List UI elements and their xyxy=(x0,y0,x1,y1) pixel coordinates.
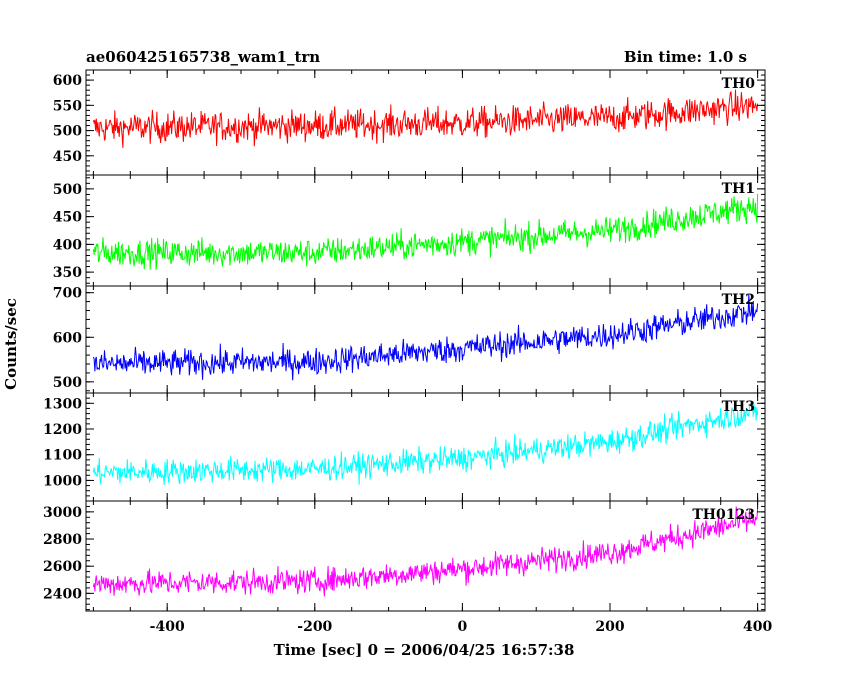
y-tick-label-th0: 550 xyxy=(53,98,82,114)
panel-frame-th0123 xyxy=(85,500,766,612)
x-axis-label: Time [sec] 0 = 2006/04/25 16:57:38 xyxy=(274,641,575,659)
x-tick-label: 0 xyxy=(458,619,468,635)
y-tick-label-th0: 450 xyxy=(53,149,82,165)
y-tick-label-th0123: 2800 xyxy=(43,532,82,548)
y-tick-label-th3: 1300 xyxy=(43,396,82,412)
y-tick-label-th1: 400 xyxy=(53,237,82,253)
panel-label-th0: TH0 xyxy=(722,76,756,92)
y-tick-label-th2: 600 xyxy=(53,330,82,346)
series-line-th2 xyxy=(92,294,759,381)
y-tick-label-th0: 600 xyxy=(53,73,82,89)
y-tick-label-th2: 500 xyxy=(53,375,82,391)
x-tick-label: 200 xyxy=(595,619,624,635)
series-line-th0123 xyxy=(92,506,759,597)
panel-label-th3: TH3 xyxy=(722,399,755,415)
panel-frame-th3 xyxy=(85,392,766,502)
y-tick-label-th1: 500 xyxy=(53,182,82,198)
y-tick-label-th3: 1000 xyxy=(43,473,82,489)
series-line-th3 xyxy=(92,402,759,486)
y-tick-label-th2: 700 xyxy=(53,286,82,302)
panel-frame-th1 xyxy=(85,174,766,287)
bin-time-label: Bin time: 1.0 s xyxy=(624,48,747,66)
y-tick-label-th1: 450 xyxy=(53,210,82,226)
panel-label-th0123: TH0123 xyxy=(692,507,755,523)
y-tick-label-th3: 1200 xyxy=(43,422,82,438)
series-line-th1 xyxy=(92,193,759,271)
panel-frame-th2 xyxy=(85,285,766,394)
y-tick-label-th0: 500 xyxy=(53,124,82,140)
y-tick-label-th1: 350 xyxy=(53,265,82,281)
panel-label-th1: TH1 xyxy=(722,181,755,197)
panels-group: 450 500 550 600 TH0 350 400 450 500 TH1 500 600 700 T… xyxy=(43,69,772,635)
y-tick-label-th0123: 3000 xyxy=(43,505,82,521)
x-tick-label: 400 xyxy=(743,619,772,635)
y-axis-label: Counts/sec xyxy=(2,298,20,390)
series-line-th0 xyxy=(92,89,759,148)
chart-title: ae060425165738_wam1_trn xyxy=(86,48,320,66)
x-tick-label: -200 xyxy=(297,619,332,635)
panel-label-th2: TH2 xyxy=(722,292,755,308)
x-tick-label: -400 xyxy=(150,619,185,635)
y-tick-label-th0123: 2400 xyxy=(43,586,82,602)
y-tick-label-th3: 1100 xyxy=(43,448,82,464)
y-tick-label-th0123: 2600 xyxy=(43,559,82,575)
